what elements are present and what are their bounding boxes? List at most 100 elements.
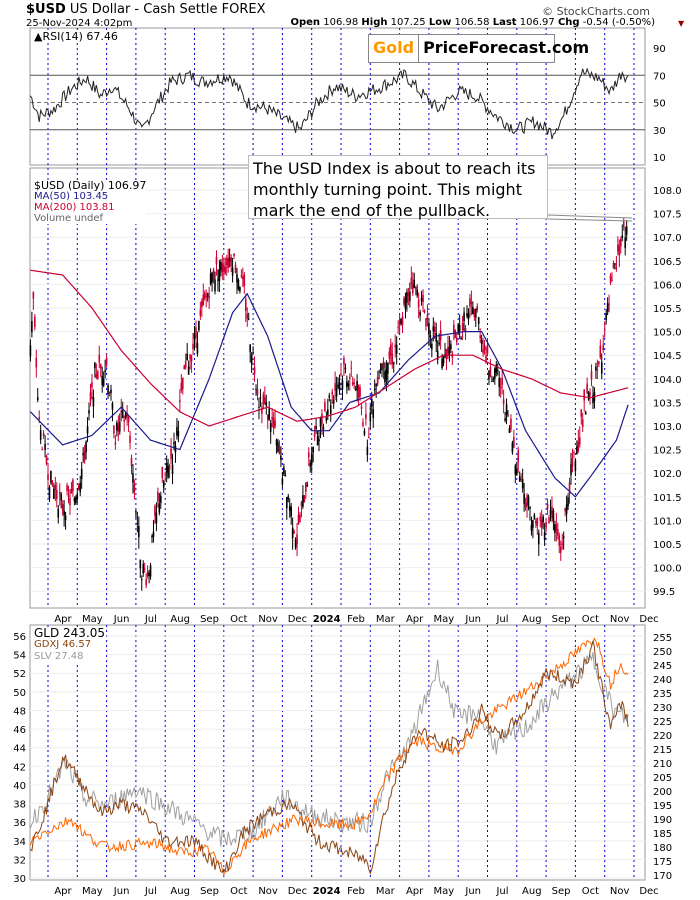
candle-body: [39, 430, 42, 440]
candle-body: [44, 443, 46, 450]
candle-body: [530, 524, 533, 531]
candle-body: [42, 433, 45, 436]
candle-body: [375, 383, 377, 387]
candle-body: [138, 526, 140, 538]
low-label: Low: [428, 17, 452, 28]
candle-body: [70, 488, 73, 494]
candle-body: [394, 344, 397, 348]
left-ytick: 32: [13, 855, 26, 866]
right-ytick: 210: [653, 759, 672, 770]
candle-body: [287, 496, 290, 500]
candle-body: [127, 417, 130, 422]
candle-body: [357, 386, 360, 398]
candle-body: [63, 510, 65, 516]
candle-body: [258, 407, 260, 409]
candle-body: [474, 308, 477, 318]
right-ytick: 220: [653, 731, 672, 742]
left-ytick: 54: [13, 651, 26, 662]
down-arrow-icon: ▼: [678, 19, 685, 28]
candle-body: [527, 496, 530, 506]
last-value: 106.97: [519, 17, 555, 28]
candle-body: [92, 396, 95, 407]
candle-body: [324, 402, 326, 412]
candle-body: [433, 326, 436, 332]
candle-body: [419, 312, 421, 316]
candle-body: [300, 502, 303, 507]
candle-body: [411, 283, 414, 294]
panel-frame-2: [29, 624, 646, 881]
price-ytick: 100.5: [653, 540, 682, 551]
candle-body: [479, 335, 481, 339]
candle-body: [620, 238, 622, 247]
candle-body: [328, 395, 331, 398]
candle-body: [549, 509, 552, 516]
candle-body: [432, 326, 435, 331]
price-ytick: 101.5: [653, 493, 682, 504]
candle-body: [318, 439, 320, 442]
candle-body: [181, 377, 184, 390]
candle-body: [570, 464, 572, 476]
candle-body: [516, 468, 518, 476]
candle-body: [146, 571, 149, 577]
candle-body: [576, 446, 578, 455]
candle-body: [269, 423, 272, 433]
candle-body: [567, 497, 569, 506]
legend-gdxj: GDXJ 46.57: [34, 639, 92, 650]
candle-body: [622, 221, 625, 227]
candle-body: [73, 498, 76, 502]
candle-body: [174, 445, 177, 453]
bottom-xtick: Nov: [258, 886, 278, 897]
bottom-xtick: May: [82, 886, 103, 897]
candle-body: [180, 383, 183, 391]
price-xtick: Oct: [230, 614, 247, 625]
candle-body: [384, 371, 386, 383]
candle-body: [425, 318, 427, 327]
candle-body: [116, 422, 118, 431]
exchange: FOREX: [221, 2, 266, 17]
price-xtick: Apr: [54, 614, 72, 625]
price-ytick: 101.0: [653, 516, 682, 527]
candle-body: [413, 279, 416, 288]
candle-body: [113, 425, 115, 434]
candle-body: [334, 383, 336, 391]
candle-body: [205, 295, 208, 297]
candle-body: [61, 504, 64, 512]
left-ytick: 52: [13, 669, 26, 680]
candle-body: [265, 402, 268, 406]
right-ytick: 240: [653, 675, 672, 686]
candle-body: [170, 448, 172, 460]
right-ytick: 205: [653, 773, 672, 784]
price-ytick: 102.5: [653, 446, 682, 457]
candle-body: [305, 482, 307, 493]
price-xtick: Nov: [258, 614, 278, 625]
candle-body: [372, 409, 375, 419]
candle-body: [209, 273, 212, 284]
candle-body: [140, 578, 143, 580]
candle-body: [369, 412, 372, 422]
gdxj-line: [30, 640, 629, 875]
price-xtick: Dec: [288, 614, 307, 625]
candle-body: [196, 342, 199, 354]
candle-body: [350, 367, 353, 369]
candle-body: [436, 350, 439, 360]
candle-body: [537, 532, 540, 545]
candle-body: [381, 363, 383, 370]
candle-body: [520, 478, 522, 480]
candle-body: [498, 377, 501, 387]
candle-body: [296, 534, 298, 545]
candle-body: [551, 506, 553, 518]
candle-body: [495, 364, 498, 373]
candle-body: [240, 275, 243, 277]
candle-body: [302, 495, 304, 507]
candle-body: [338, 382, 341, 391]
candle-body: [395, 344, 398, 354]
candle-body: [190, 357, 193, 362]
candle-body: [325, 417, 328, 421]
candle-body: [448, 346, 451, 356]
slv-line: [29, 652, 629, 847]
candle-body: [186, 353, 188, 360]
candle-body: [545, 522, 547, 528]
candle-body: [409, 291, 411, 301]
candle-body: [348, 377, 351, 379]
